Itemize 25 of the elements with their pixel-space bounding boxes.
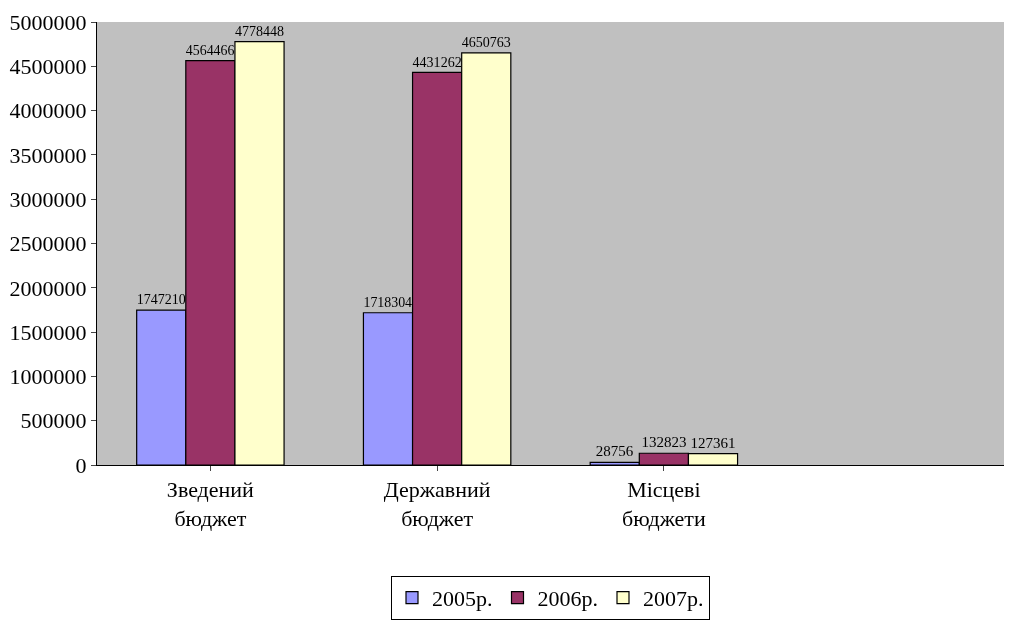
legend-label: 2006р. (537, 586, 598, 612)
y-tick-label: 5000000 (9, 9, 87, 35)
data-label: 28756 (595, 443, 634, 460)
data-label: 1718304 (363, 294, 413, 310)
data-label: 127361 (690, 434, 736, 451)
data-label: 4564466 (185, 42, 235, 58)
x-tick-label: Державний бюджет (383, 477, 491, 531)
legend-label: 2005р. (432, 586, 493, 612)
x-tick-label: Зведений бюджет (166, 477, 255, 531)
data-label: 4431262 (412, 53, 462, 70)
legend-label: 2007р. (643, 586, 704, 612)
y-tick-label: 3500000 (9, 142, 87, 168)
y-tick-label: 2000000 (9, 275, 87, 301)
y-tick-label: 1500000 (9, 319, 87, 345)
y-tick-label: 0 (75, 452, 87, 478)
data-label: 4650763 (461, 34, 511, 51)
y-tick-label: 500000 (20, 408, 87, 434)
y-tick-label: 2500000 (9, 231, 87, 257)
data-label: 132823 (641, 434, 687, 451)
data-label: 4778448 (234, 22, 285, 39)
y-tick-label: 3000000 (9, 186, 87, 212)
y-tick-label: 1000000 (9, 364, 87, 390)
y-tick-label: 4000000 (9, 98, 87, 124)
y-tick-label: 4500000 (9, 54, 87, 79)
x-tick-label: Місцеві бюджети (621, 477, 706, 531)
